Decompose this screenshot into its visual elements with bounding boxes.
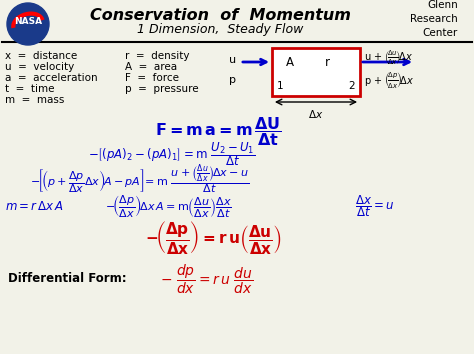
Text: a  =  acceleration: a = acceleration — [5, 73, 98, 83]
Text: Glenn
Research
Center: Glenn Research Center — [410, 0, 458, 38]
Text: $m = r\,\Delta x\,A$: $m = r\,\Delta x\,A$ — [5, 200, 64, 212]
Text: u: u — [229, 55, 236, 65]
Text: NASA: NASA — [14, 17, 42, 27]
Text: $\mathbf{F = m\,a = m\,\dfrac{\Delta U}{\Delta t}}$: $\mathbf{F = m\,a = m\,\dfrac{\Delta U}{… — [155, 115, 282, 148]
Text: t  =  time: t = time — [5, 84, 55, 94]
Text: p + $\left(\!\frac{\Delta p}{\Delta x}\!\right)\!\Delta x$: p + $\left(\!\frac{\Delta p}{\Delta x}\!… — [364, 70, 414, 90]
Text: u + $\left(\!\frac{\Delta u}{\Delta x}\!\right)\!\Delta x$: u + $\left(\!\frac{\Delta u}{\Delta x}\!… — [364, 49, 413, 67]
Text: 1 Dimension,  Steady Flow: 1 Dimension, Steady Flow — [137, 23, 303, 36]
Text: x  =  distance: x = distance — [5, 51, 77, 61]
Text: u  =  velocity: u = velocity — [5, 62, 74, 72]
Text: p  =  pressure: p = pressure — [125, 84, 199, 94]
Bar — [272, 48, 360, 96]
Circle shape — [7, 3, 49, 45]
Text: $\mathbf{-\!\left(\dfrac{\Delta p}{\Delta x}\right) = r\,u\left(\dfrac{\Delta u}: $\mathbf{-\!\left(\dfrac{\Delta p}{\Delt… — [145, 219, 282, 257]
Text: $-\!\left[\!\left(p + \dfrac{\Delta p}{\Delta x}\Delta x\right)\!A - pA\right]\!: $-\!\left[\!\left(p + \dfrac{\Delta p}{\… — [30, 164, 249, 196]
Text: $-\!\left(\dfrac{\Delta p}{\Delta x}\right)\!\Delta x\,A = \mathrm{m}\left(\dfra: $-\!\left(\dfrac{\Delta p}{\Delta x}\rig… — [105, 193, 232, 219]
Text: m  =  mass: m = mass — [5, 95, 64, 105]
Text: $\Delta x$: $\Delta x$ — [308, 108, 324, 120]
Text: Differential Form:: Differential Form: — [8, 273, 127, 285]
Text: $-\ \dfrac{dp}{dx} = r\,u\ \dfrac{du}{dx}$: $-\ \dfrac{dp}{dx} = r\,u\ \dfrac{du}{dx… — [160, 262, 254, 296]
Text: $-\left[(pA)_2 - (pA)_1\right] = \mathrm{m}\ \dfrac{U_2 - U_1}{\Delta t}$: $-\left[(pA)_2 - (pA)_1\right] = \mathrm… — [88, 140, 255, 168]
Text: 2: 2 — [349, 81, 356, 91]
Text: A: A — [286, 56, 294, 69]
Text: r: r — [325, 56, 329, 69]
Text: F  =  force: F = force — [125, 73, 179, 83]
Text: r  =  density: r = density — [125, 51, 190, 61]
Text: p: p — [229, 75, 236, 85]
Text: A  =  area: A = area — [125, 62, 177, 72]
Text: 1: 1 — [277, 81, 283, 91]
Text: Conservation  of  Momentum: Conservation of Momentum — [90, 8, 350, 23]
Text: $\dfrac{\Delta x}{\Delta t} = u$: $\dfrac{\Delta x}{\Delta t} = u$ — [355, 193, 395, 219]
